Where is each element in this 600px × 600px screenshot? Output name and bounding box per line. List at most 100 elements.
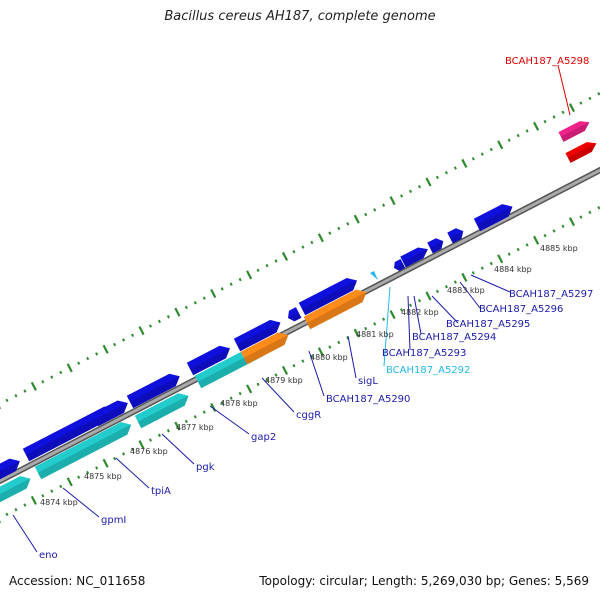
outer-tick — [77, 361, 81, 365]
inner-tick — [533, 235, 540, 245]
inner-tick — [30, 495, 37, 505]
gene-feature-shade — [301, 280, 358, 316]
outer-tick — [389, 196, 396, 206]
outer-tick — [14, 394, 18, 398]
inner-tick — [292, 363, 296, 368]
outer-tick — [409, 189, 413, 194]
outer-tick — [328, 231, 332, 235]
inner-tick — [138, 440, 145, 450]
inner-tick — [461, 272, 468, 282]
gene-label-bcah187_a5296: BCAH187_A5296 — [479, 304, 563, 315]
inner-tick — [579, 215, 583, 219]
gene-feature — [473, 204, 513, 232]
inner-tick — [588, 210, 592, 215]
gene-feature — [91, 400, 128, 427]
outer-tick — [507, 138, 511, 142]
gene-feature-shade — [94, 402, 128, 427]
outer-tick — [210, 289, 217, 299]
inner-tick — [489, 261, 493, 266]
gene-feature — [558, 121, 590, 142]
inner-tick — [543, 233, 547, 238]
outer-tick — [525, 129, 529, 133]
label-leader-line — [347, 335, 357, 379]
outer-tick — [138, 326, 145, 336]
inner-tick — [256, 382, 260, 386]
map-title: Bacillus cereus AH187, complete genome — [164, 9, 436, 24]
gene-feature-shade — [189, 348, 230, 376]
gene-feature — [22, 406, 115, 462]
accession-text: Accession: NC_011658 — [9, 574, 146, 588]
inner-tick — [86, 470, 90, 475]
gene-feature — [0, 476, 31, 504]
inner-tick — [471, 271, 475, 275]
inner-tick — [364, 326, 368, 331]
outer-tick — [461, 158, 468, 168]
inner-tick — [317, 347, 324, 357]
gene-label-bcah187_a5290: BCAH187_A5290 — [326, 394, 410, 405]
inner-tick — [597, 206, 600, 210]
inner-tick — [184, 419, 188, 424]
inner-tick — [435, 289, 439, 294]
outer-tick — [425, 177, 432, 187]
gene-label-pgk: pgk — [196, 462, 215, 473]
kbp-label: 4884 kbp — [494, 265, 532, 274]
inner-tick — [301, 359, 305, 363]
inner-tick — [400, 308, 404, 312]
inner-tick — [552, 229, 556, 233]
outer-tick — [373, 208, 377, 212]
label-leader-line — [383, 286, 391, 367]
gene-feature — [447, 228, 464, 244]
inner-tick — [50, 489, 54, 493]
inner-tick — [174, 421, 181, 431]
inner-tick — [444, 285, 448, 289]
outer-tick — [292, 249, 296, 254]
gene-features — [0, 121, 597, 504]
outer-tick — [59, 370, 63, 375]
inner-tick — [525, 243, 529, 247]
gene-feature-shade — [429, 241, 444, 254]
gene-feature-shade — [476, 206, 513, 232]
gene-feature-shade — [37, 424, 132, 480]
gene-feature — [394, 258, 406, 271]
inner-tick — [353, 328, 360, 338]
label-leader-line — [261, 377, 295, 413]
outer-tick — [453, 166, 457, 170]
outer-tick — [281, 251, 289, 261]
gene-feature-shade — [137, 395, 189, 429]
outer-tick — [471, 157, 475, 161]
inner-tick — [382, 317, 386, 321]
inner-tick — [157, 433, 161, 438]
gene-feature-shade — [288, 312, 302, 322]
outer-tick — [246, 270, 253, 280]
gene-feature — [134, 393, 189, 429]
inner-tick — [246, 384, 253, 394]
outer-tick — [516, 133, 520, 138]
gene-feature — [0, 458, 20, 481]
inner-tick — [113, 456, 117, 461]
gene-feature — [427, 238, 444, 254]
outer-tick — [382, 203, 386, 207]
inner-tick — [238, 391, 242, 396]
inner-tick — [310, 354, 314, 359]
inner-tick — [23, 503, 27, 507]
kbp-label: 4882 kbp — [401, 308, 439, 317]
inner-tick — [409, 303, 413, 308]
outer-tick — [400, 194, 404, 198]
inner-tick — [516, 247, 520, 252]
gene-label-eno: eno — [39, 550, 58, 561]
outer-tick — [301, 245, 305, 249]
label-leader-line — [308, 350, 325, 397]
outer-tick — [561, 110, 565, 115]
outer-tick — [489, 147, 493, 152]
outer-tick — [113, 342, 117, 347]
outer-tick — [66, 363, 73, 373]
inner-tick — [122, 452, 126, 456]
gene-feature-small — [370, 271, 378, 280]
outer-tick — [256, 268, 260, 272]
inner-tick — [229, 396, 233, 400]
gene-feature-shade — [236, 322, 281, 352]
kbp-label: 4878 kbp — [220, 399, 258, 408]
label-leaders — [12, 64, 571, 553]
outer-tick — [41, 380, 45, 384]
